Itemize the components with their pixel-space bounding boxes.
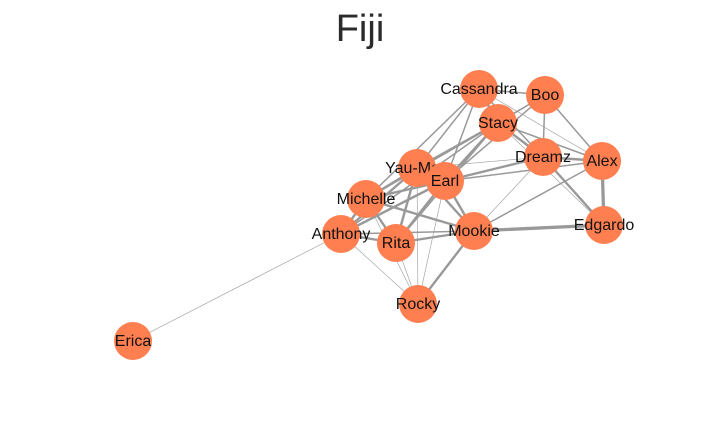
node-cassandra: Cassandra: [440, 70, 518, 108]
node-circle: [114, 322, 152, 360]
edge-alex-earl: [444, 160, 603, 182]
node-label: Earl: [431, 173, 459, 190]
node-circle: [455, 212, 493, 250]
edge-alex-mookie: [473, 160, 603, 232]
node-dreamz: Dreamz: [515, 138, 571, 176]
node-label: Boo: [531, 87, 560, 104]
node-label: Michelle: [337, 191, 396, 208]
node-label: Rocky: [396, 296, 440, 313]
node-circle: [585, 206, 623, 244]
node-rocky: Rocky: [396, 285, 440, 323]
node-rita: Rita: [377, 224, 415, 262]
node-boo: Boo: [526, 76, 564, 114]
node-label: Rita: [382, 235, 411, 252]
node-circle: [479, 104, 517, 142]
edge-anthony-erica: [132, 233, 342, 342]
node-michelle: Michelle: [337, 180, 396, 218]
graph-title: Fiji: [335, 8, 385, 50]
edge-cassandra-alex: [478, 88, 603, 162]
node-label: Anthony: [312, 226, 371, 243]
node-label: Erica: [115, 333, 152, 350]
node-mookie: Mookie: [448, 212, 500, 250]
node-alex: Alex: [583, 142, 621, 180]
node-circle: [460, 70, 498, 108]
node-circle: [377, 224, 415, 262]
node-label: Dreamz: [515, 149, 571, 166]
node-edgardo: Edgardo: [574, 206, 635, 244]
node-label: Edgardo: [574, 217, 635, 234]
node-anthony: Anthony: [312, 215, 371, 253]
node-stacy: Stacy: [478, 104, 518, 142]
edge-cassandra-michelle: [365, 88, 480, 200]
node-circle: [399, 285, 437, 323]
node-earl: Earl: [426, 162, 464, 200]
node-circle: [322, 215, 360, 253]
node-label: Mookie: [448, 223, 500, 240]
node-circle: [426, 162, 464, 200]
node-circle: [524, 138, 562, 176]
node-circle: [347, 180, 385, 218]
node-label: Cassandra: [440, 81, 517, 98]
node-circle: [583, 142, 621, 180]
node-label: Stacy: [478, 115, 518, 132]
node-circle: [526, 76, 564, 114]
edge-mookie-edgardo: [472, 223, 606, 233]
edge-earl-rocky: [417, 180, 446, 305]
node-erica: Erica: [114, 322, 152, 360]
edge-yau-man-rocky: [416, 167, 419, 305]
node-label: Alex: [586, 153, 617, 170]
